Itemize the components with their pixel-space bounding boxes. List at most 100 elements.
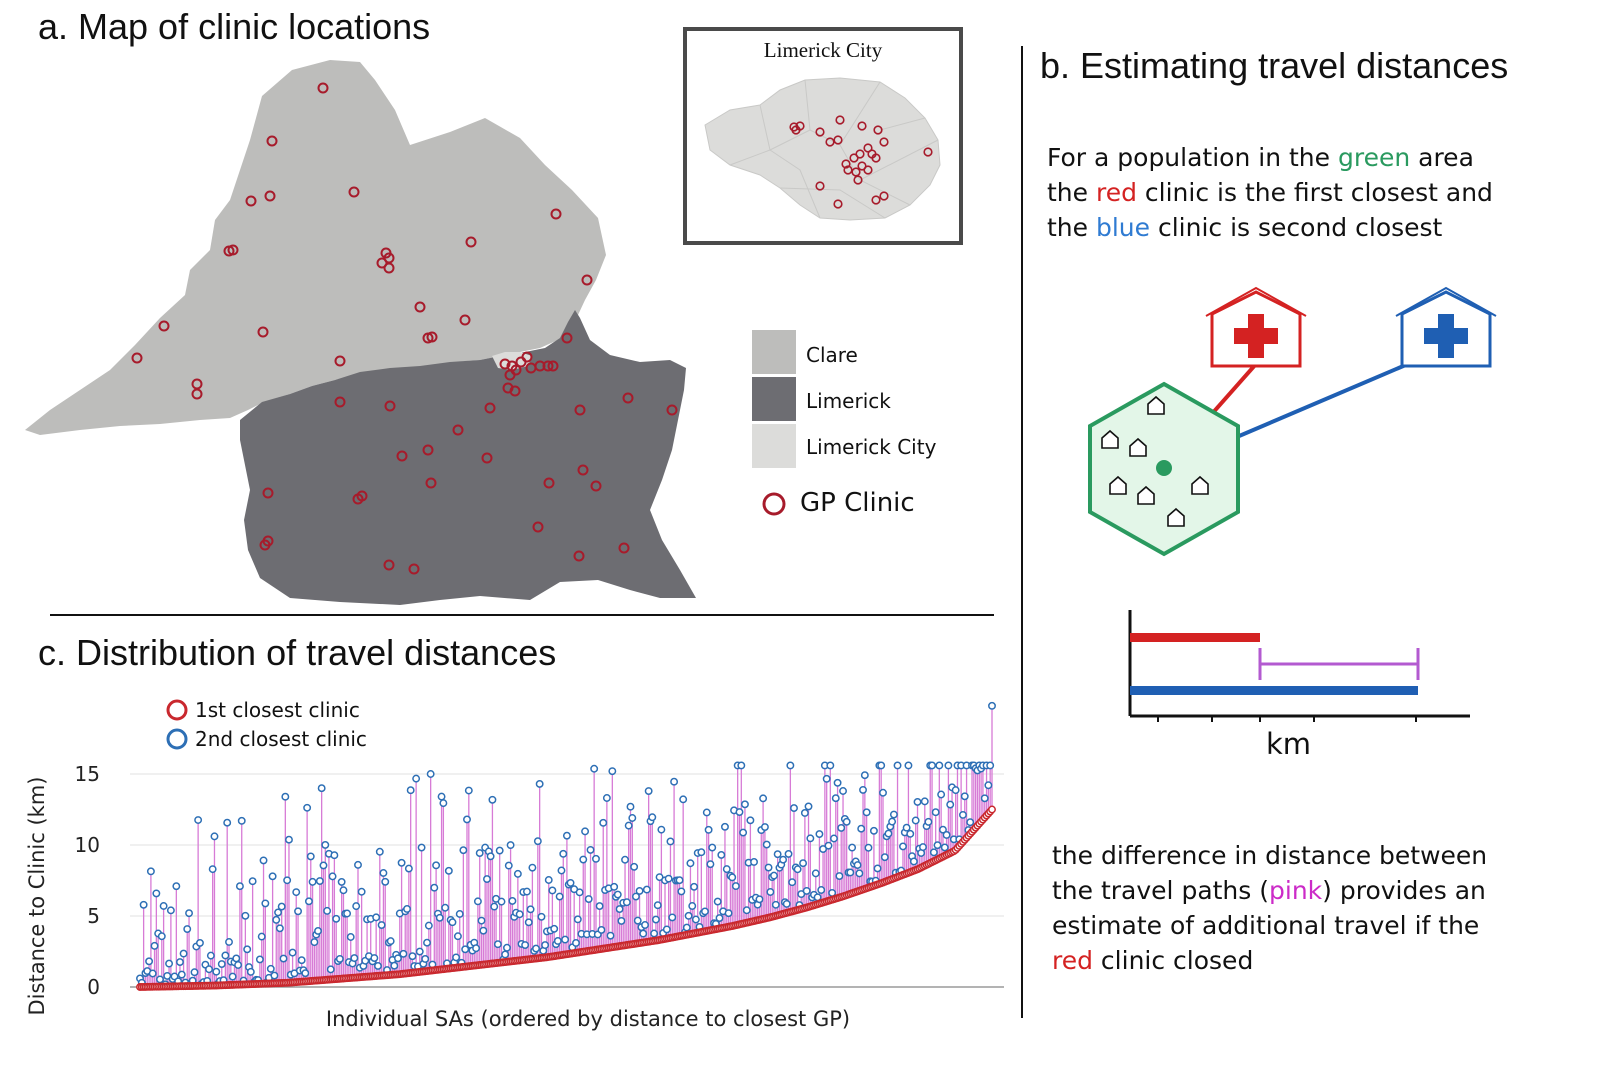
second-closest-point [165,959,174,968]
clinic-map [25,60,696,605]
clinic-marker [422,444,434,456]
second-closest-point [179,949,188,958]
clinic-marker [257,326,269,338]
second-closest-point [859,785,867,794]
y-tick-label: 15 [75,762,100,786]
clinic-marker [191,388,203,400]
second-closest-point [610,882,619,891]
second-closest-point [248,877,257,886]
second-closest-point [779,855,788,864]
second-closest-point [515,910,524,919]
second-closest-point [566,878,575,887]
second-closest-point [423,938,431,947]
second-closest-point [860,771,869,780]
second-closest-point [266,964,275,973]
clinic-marker [574,404,586,416]
second-closest-point [770,871,778,880]
second-closest-point [766,888,775,896]
second-closest-point [321,840,330,849]
clinic-marker [618,542,630,554]
second-closest-point [332,914,341,923]
clinic-marker [245,195,257,207]
second-distance-bar [1130,686,1418,695]
second-closest-point [297,956,306,965]
house-icons [1101,395,1209,527]
clinic-marker [521,351,533,363]
panel-b-intro-text: For a population in the green area the r… [1047,143,1493,242]
clinic-marker [561,332,573,344]
second-closest-point [958,810,967,819]
second-closest-point [444,866,453,875]
second-closest-point [842,817,851,826]
second-closest-point [755,895,764,904]
second-closest-point [306,852,315,861]
second-closest-point [613,890,622,899]
second-closest-point [622,898,631,907]
chart-y-axis-label: Distance to Clinic (km) [25,777,49,1016]
second-closest-point [631,892,640,901]
second-closest-point [980,794,989,803]
clinic-marker [509,385,521,397]
second-closest-point [339,886,348,895]
second-closest-point [285,835,293,844]
second-closest-point [664,874,673,883]
clinic-marker [459,314,471,326]
second-closest-point [374,962,382,970]
second-closest-point [394,954,402,963]
second-closest-point [403,905,411,913]
second-closest-point [475,849,484,858]
second-closest-point [651,915,660,924]
second-closest-point [145,957,154,966]
inset-clinic-marker [871,195,881,205]
second-closest-point [157,932,166,941]
second-closest-point [675,876,684,885]
second-closest-point [728,873,737,882]
second-closest-point [802,886,811,895]
clinic-marker [414,301,426,313]
second-closest-point [237,816,246,825]
second-closest-point [352,902,361,911]
second-closest-point [212,967,221,976]
second-closest-point [372,913,381,922]
clinic-marker [622,392,634,404]
second-closest-point [210,832,219,841]
panel-a-title: a. Map of clinic locations [38,6,431,47]
second-closest-point [328,872,337,881]
legend-swatch-limerick-city [752,424,796,468]
second-closest-point [559,849,568,858]
second-closest-point [461,945,470,954]
second-closest-point [255,955,264,964]
second-closest-point [503,943,511,952]
second-closest-point [740,800,749,809]
second-closest-point [731,882,740,891]
travel-distance-diagram [1088,286,1497,557]
second-closest-point [937,790,946,799]
second-closest-point [206,951,215,960]
second-closest-point [194,816,203,824]
second-closest-point [621,855,629,864]
second-closest-point [277,902,286,911]
second-closest-point [804,802,813,811]
second-closest-point [472,944,481,953]
second-closest-point [684,911,693,920]
limerick-city-map [704,77,941,221]
second-closest-point [272,915,281,924]
second-closest-point [599,818,608,827]
legend-label-limerick-city: Limerick City [806,435,937,459]
second-closest-point [208,865,217,874]
second-closest-point [606,931,615,940]
second-closest-point [417,843,426,852]
second-closest-point [590,764,599,773]
second-closest-point [879,788,887,797]
second-closest-point [495,846,504,855]
second-closest-point [650,929,659,938]
second-closest-point [397,858,406,867]
second-closest-point [608,767,617,776]
y-tick-label: 0 [87,975,100,999]
second-closest-point [553,937,562,945]
second-closest-point [513,869,522,878]
second-closest-point [597,925,606,934]
second-closest-point [984,781,993,790]
second-closest-point [771,900,780,909]
second-closest-point [717,850,726,859]
